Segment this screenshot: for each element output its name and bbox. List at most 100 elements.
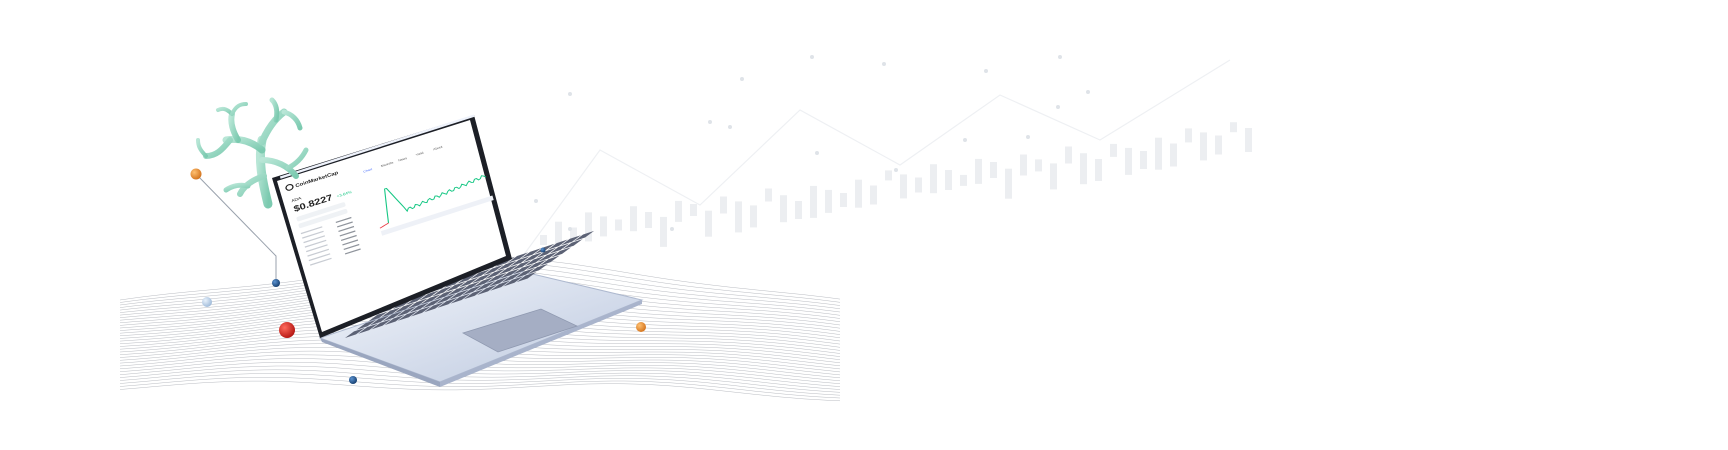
- watermark-candle: [975, 158, 982, 184]
- orange-pin-sphere: [190, 168, 202, 180]
- decorative-spheres: [190, 168, 646, 384]
- watermark-candle: [660, 216, 667, 247]
- keyboard-key: [435, 293, 456, 304]
- stat-label: [303, 235, 326, 244]
- keyboard-key: [447, 285, 468, 296]
- keyboard-key: [496, 260, 517, 271]
- background-dots: [534, 55, 1090, 231]
- laptop: CoinMarketCap ChartMarketsNewsYieldAbout…: [272, 114, 644, 387]
- watermark-candle: [720, 196, 727, 214]
- keyboard-key: [407, 298, 428, 309]
- keyboard-key: [501, 272, 522, 283]
- stat-value: [338, 225, 355, 233]
- laptop-base-front: [440, 300, 642, 387]
- watermark-candle: [885, 170, 892, 181]
- watermark-candle: [945, 170, 952, 190]
- watermark-candle: [1065, 146, 1072, 164]
- keyboard-key: [448, 289, 469, 300]
- chart-tab[interactable]: Markets: [380, 161, 394, 168]
- keyboard-key: [549, 243, 570, 254]
- terrain-contour-line: [119, 369, 841, 393]
- stat-label: [309, 257, 332, 266]
- chart-tab[interactable]: Yield: [415, 151, 424, 157]
- watermark-candle: [1005, 168, 1012, 199]
- watermark-candle: [690, 204, 697, 216]
- watermark-candle: [915, 177, 922, 193]
- watermark-candle: [615, 219, 622, 231]
- laptop-base-edge: [320, 338, 440, 387]
- trackpad: [461, 308, 579, 353]
- watermark-candle: [1110, 143, 1117, 157]
- watermark-candle: [795, 201, 802, 219]
- keyboard-key: [368, 311, 388, 322]
- watermark-candle: [630, 206, 637, 232]
- keyboard-key: [513, 264, 534, 275]
- stat-value: [344, 248, 361, 255]
- keyboard-key: [551, 247, 572, 258]
- keyboard-key: [560, 235, 581, 246]
- keyboard-key: [463, 289, 484, 300]
- keyboard-key: [471, 273, 492, 284]
- watermark-candle: [600, 216, 607, 237]
- watermark-candle: [570, 227, 577, 243]
- keyboard-key: [508, 252, 529, 263]
- portfolio-button[interactable]: [298, 209, 348, 229]
- watermark-candle: [900, 174, 907, 199]
- coin-symbol: ADA: [291, 196, 302, 203]
- stat-label: [302, 230, 324, 239]
- keyboard-key: [381, 307, 402, 318]
- price-line-negative: [379, 222, 389, 229]
- orange-sphere: [636, 322, 646, 332]
- chart-range-slider[interactable]: [380, 195, 494, 236]
- watermark-candle: [855, 179, 862, 208]
- stat-label: [307, 248, 330, 257]
- watermark-candle: [780, 195, 787, 223]
- keyboard-key: [490, 280, 511, 291]
- watermark-candle: [705, 210, 712, 237]
- brand-logo-icon: [285, 184, 294, 191]
- keyboard-key: [509, 256, 530, 267]
- price-chart: [379, 175, 494, 236]
- watermark-candle: [1245, 128, 1252, 152]
- chart-tab[interactable]: Chart: [363, 167, 373, 173]
- keyboard-key: [528, 263, 549, 274]
- stat-label: [308, 253, 331, 262]
- terrain-contour-line: [119, 377, 841, 399]
- keyboard-key: [450, 293, 471, 304]
- keyboard-key: [405, 294, 426, 305]
- keyboard-key: [457, 273, 477, 284]
- keyboard-key: [458, 277, 479, 288]
- blue-pin-sphere: [272, 279, 280, 287]
- watermark-candle: [1080, 153, 1087, 185]
- keyboard-key: [409, 302, 430, 313]
- keyboard-key: [396, 306, 417, 317]
- keyboard-key: [473, 277, 494, 288]
- watermark-candle: [645, 212, 652, 228]
- keyboard-key: [574, 230, 595, 242]
- keyboard-key: [526, 259, 547, 270]
- small-blue-sphere: [540, 247, 546, 253]
- keyboard-key: [420, 294, 441, 305]
- watermark-candle: [840, 193, 847, 207]
- keyboard-key: [562, 239, 583, 250]
- watchlist-button[interactable]: [296, 202, 346, 222]
- keyboard-key: [477, 284, 497, 295]
- watermark-candle: [960, 174, 967, 186]
- keyboard-key: [523, 252, 543, 263]
- keyboard-key: [419, 290, 440, 301]
- chart-tab[interactable]: About: [433, 145, 443, 151]
- keyboard-key: [524, 255, 545, 267]
- chart-tab[interactable]: News: [398, 156, 408, 162]
- keyboard-key: [485, 268, 506, 279]
- stat-label: [306, 244, 328, 253]
- watermark-candle: [1035, 159, 1042, 172]
- watermark-candle: [870, 185, 877, 205]
- background-candles-watermark: [540, 122, 1252, 247]
- keyboard-key: [521, 248, 542, 259]
- chart-tabs: Chart Markets News Yield About: [363, 145, 443, 174]
- laptop-screen: [277, 120, 506, 332]
- stat-value: [339, 230, 356, 237]
- watermark-candle: [1050, 163, 1057, 190]
- watermark-candle: [1185, 128, 1192, 143]
- keyboard-key: [460, 281, 481, 292]
